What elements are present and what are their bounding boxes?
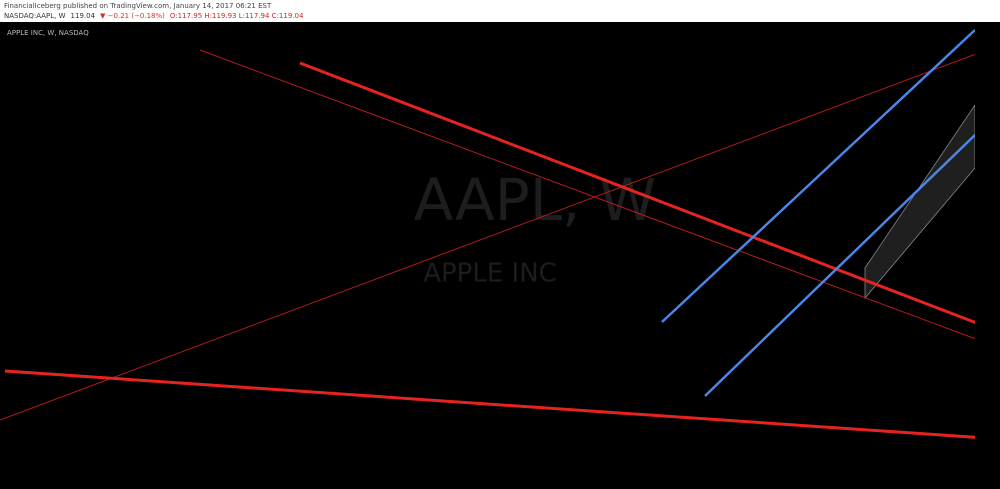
- trend-line: [299, 61, 1000, 334]
- watermark-sub: APPLE INC: [423, 259, 557, 289]
- drawings: [0, 29, 1000, 441]
- publisher: FinancialIceberg published on TradingVie…: [4, 2, 272, 10]
- last-price: 119.04: [71, 12, 96, 20]
- price-scale-bg: [975, 22, 1000, 477]
- watermark: AAPL, W: [414, 166, 656, 234]
- ohlc: O:117.95 H:119.93 L:117.94 C:119.04: [170, 12, 304, 20]
- trend-line: [4, 369, 1000, 441]
- legend-title: APPLE INC, W, NASDAQ: [7, 29, 89, 37]
- channel-line: [704, 134, 976, 397]
- header-bg: [0, 0, 1000, 22]
- symbol: NASDAQ:AAPL, W: [4, 12, 66, 20]
- change: ▼ −0.21 (−0.18%): [100, 12, 165, 20]
- legend: APPLE INC, W, NASDAQ: [7, 29, 89, 37]
- trend-line: [0, 44, 1000, 421]
- trend-line: [199, 49, 1000, 349]
- chart-bg: [0, 22, 1000, 489]
- quote-line: NASDAQ:AAPL, W 119.04 ▼ −0.21 (−0.18%) O…: [4, 12, 304, 20]
- channel-line: [661, 29, 976, 323]
